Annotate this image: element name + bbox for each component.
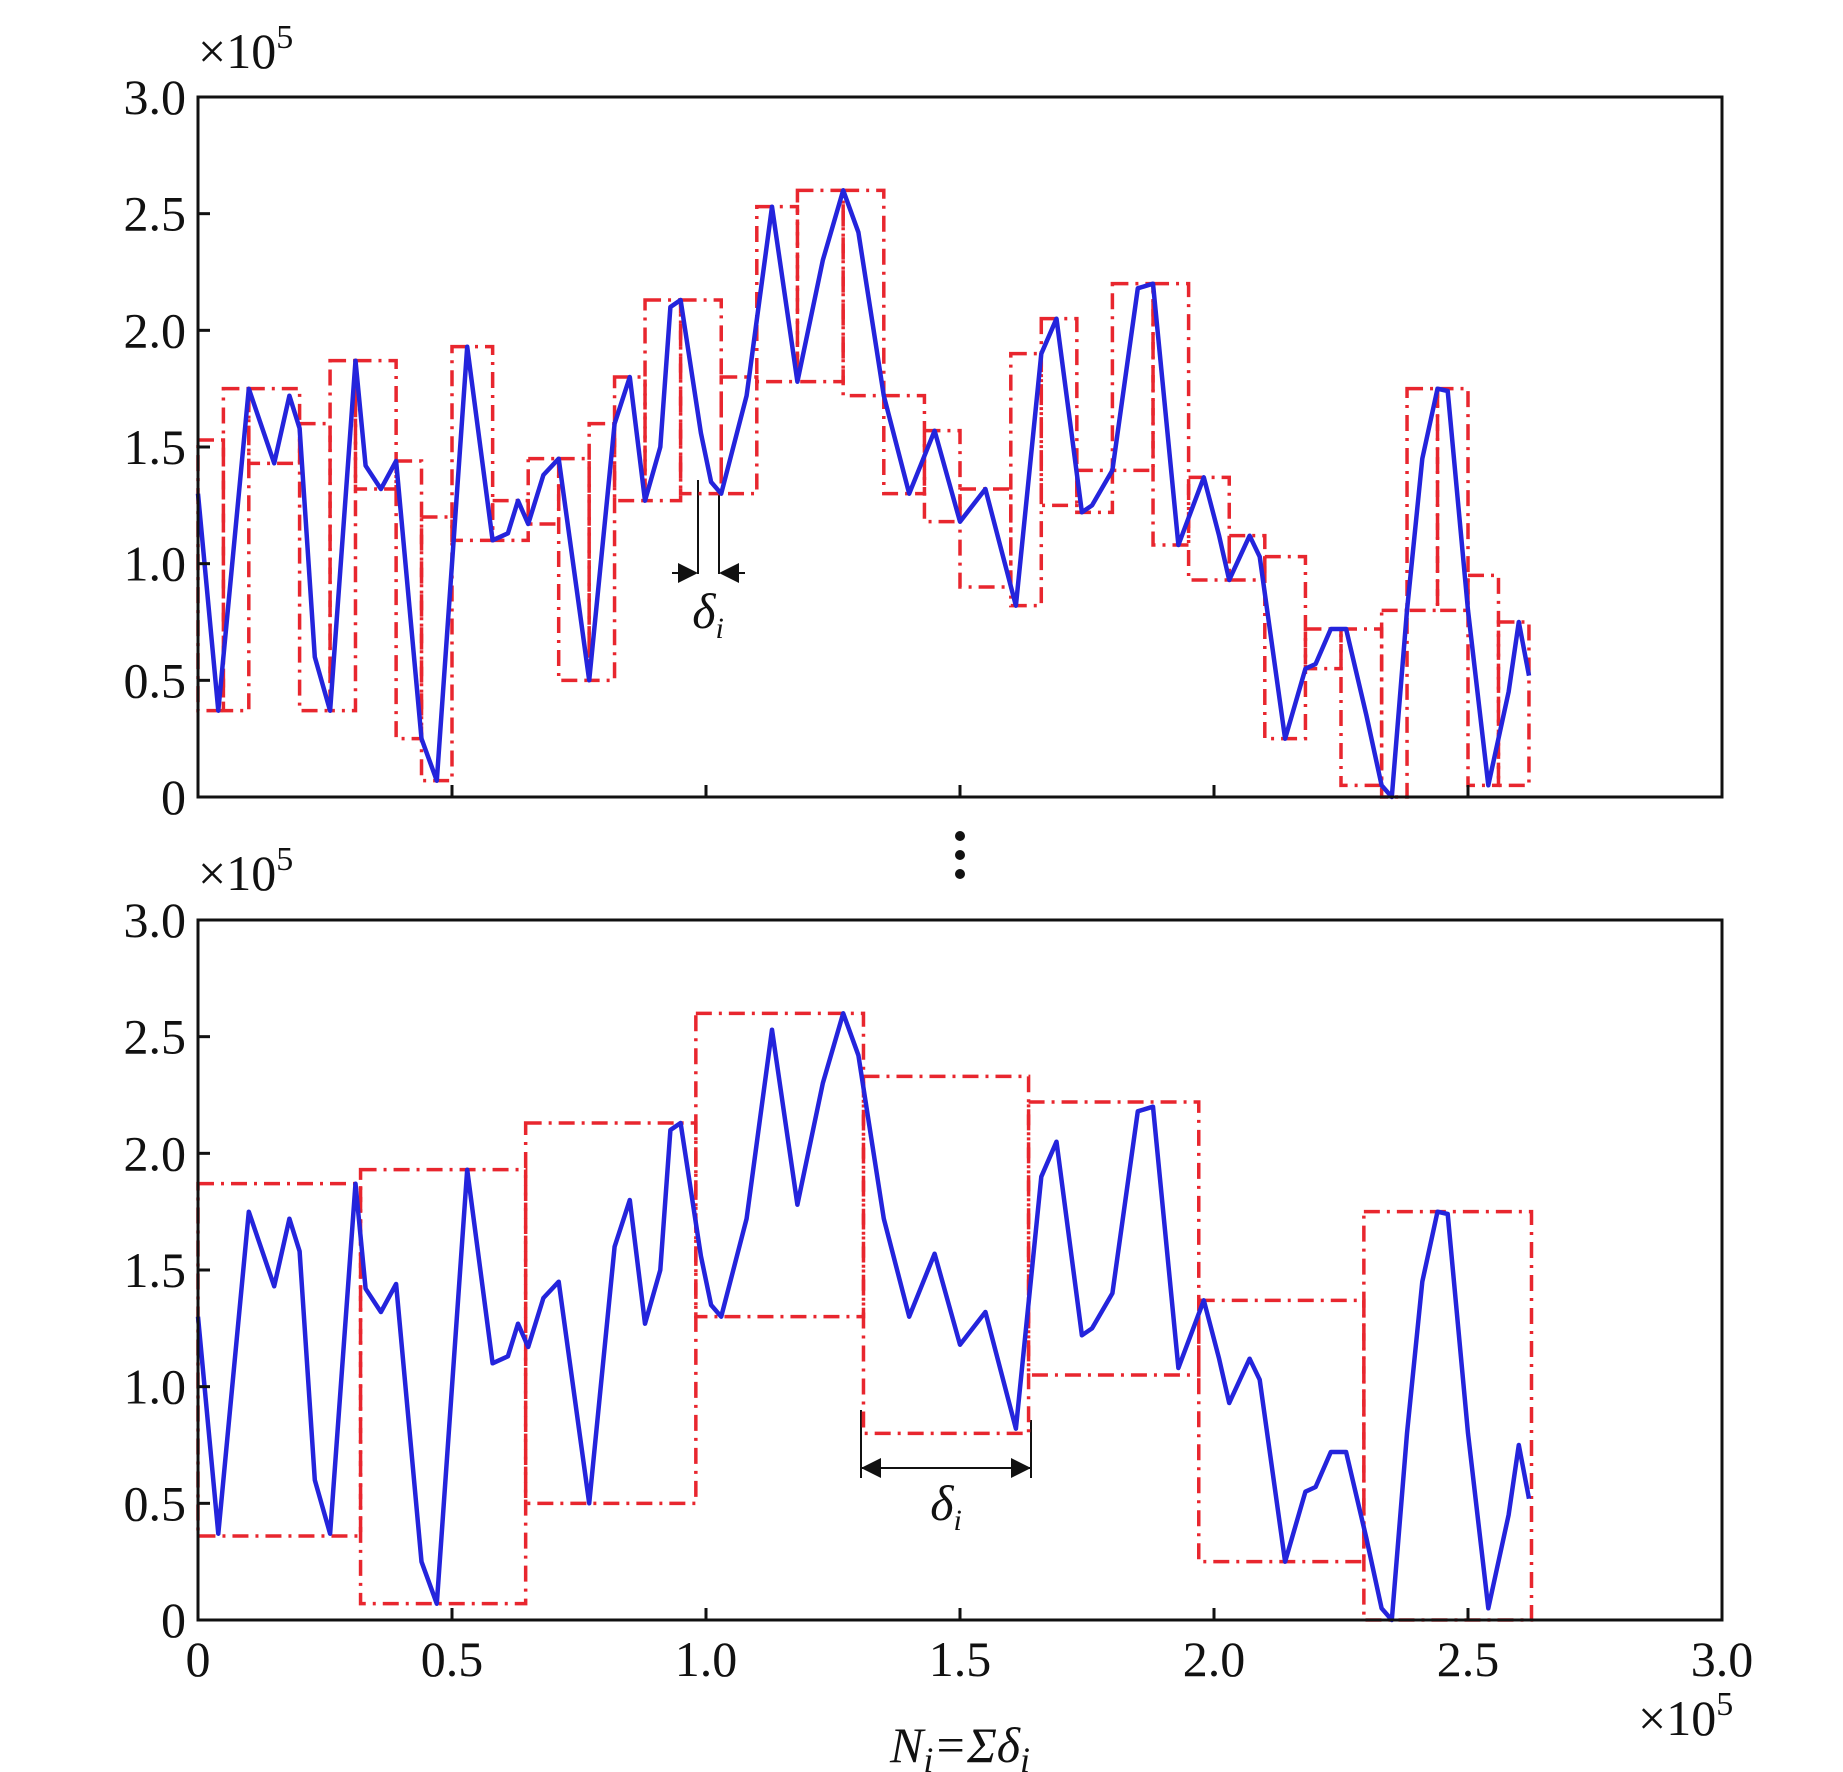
- y-tick-label: 0: [161, 1592, 186, 1648]
- window-box: [1026, 1100, 1201, 1377]
- y-tick-label: 0: [161, 769, 186, 825]
- window-box: [196, 1181, 363, 1538]
- x-tick-label: 0.5: [421, 1631, 484, 1687]
- window-box: [1197, 1298, 1366, 1564]
- y-tick-label: 1.5: [124, 419, 187, 475]
- y-tick-label: 0.5: [124, 652, 187, 708]
- x-tick-label: 1.0: [675, 1631, 738, 1687]
- y-tick-label: 2.0: [124, 1125, 187, 1181]
- window-box: [526, 456, 561, 526]
- delta-label: δi: [930, 1475, 962, 1537]
- x-tick-label: 0: [186, 1631, 211, 1687]
- window-box: [247, 386, 302, 466]
- ellipsis: [955, 831, 965, 879]
- x-tick-label: 2.0: [1183, 1631, 1246, 1687]
- y-tick-label: 1.0: [124, 1359, 187, 1415]
- window-box: [450, 344, 495, 543]
- window-box: [1186, 475, 1231, 582]
- window-box: [755, 204, 800, 384]
- window-box: [678, 298, 723, 496]
- x-tick-label: 1.5: [929, 1631, 992, 1687]
- y-tick-label: 3.0: [124, 69, 187, 125]
- window-box: [841, 188, 886, 398]
- x-tick-label: 3.0: [1691, 1631, 1754, 1687]
- y-tick-label: 1.5: [124, 1242, 187, 1298]
- x-multiplier: ×105: [1638, 1686, 1733, 1746]
- window-box: [719, 375, 759, 496]
- window-box: [1039, 316, 1079, 508]
- window-box: [196, 438, 226, 713]
- y-tick-label: 2.5: [124, 186, 187, 242]
- window-box: [556, 456, 591, 683]
- y-multiplier: ×105: [198, 841, 293, 901]
- window-box: [958, 487, 1013, 589]
- y-tick-label: 2.0: [124, 302, 187, 358]
- window-box: [523, 1121, 698, 1506]
- y-multiplier: ×105: [198, 19, 293, 79]
- window-box: [1496, 620, 1531, 788]
- window-box: [1466, 573, 1501, 788]
- window-box: [1009, 351, 1044, 608]
- delta-annotation-bottom: [860, 1410, 1032, 1478]
- window-box: [1362, 1209, 1534, 1622]
- delta-label: δi: [692, 583, 724, 645]
- x-axis-label: Ni=Σδi: [889, 1717, 1030, 1772]
- window-box: [1379, 608, 1409, 799]
- y-tick-label: 3.0: [124, 892, 187, 948]
- y-tick-label: 2.5: [124, 1009, 187, 1065]
- window-box: [297, 421, 332, 713]
- window-box: [694, 1011, 866, 1319]
- x-tick-label: 2.5: [1437, 1631, 1500, 1687]
- window-box: [328, 358, 358, 713]
- window-box: [587, 421, 617, 683]
- window-box: [922, 428, 962, 524]
- window-box: [394, 459, 424, 741]
- window-box: [353, 358, 398, 491]
- window-box: [1435, 386, 1470, 613]
- window-box: [1151, 281, 1191, 547]
- data-line: [195, 188, 1532, 800]
- data-line: [195, 1011, 1532, 1623]
- delta-annotation-top: [672, 480, 745, 583]
- window-box: [221, 386, 251, 713]
- y-tick-label: 1.0: [124, 536, 187, 592]
- plot-frame: [196, 95, 1724, 799]
- y-tick-label: 0.5: [124, 1475, 187, 1531]
- window-box: [358, 1167, 528, 1606]
- window-box: [1075, 468, 1115, 515]
- window-box: [1405, 386, 1440, 613]
